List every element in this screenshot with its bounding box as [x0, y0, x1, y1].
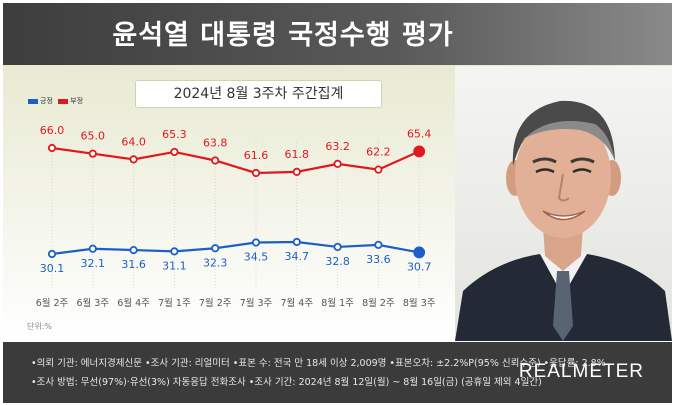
data-label: 61.8 — [285, 148, 310, 161]
chart-subtitle: 2024년 8월 3주차 주간집계 — [135, 80, 382, 108]
data-point — [292, 167, 301, 176]
page-title: 윤석열 대통령 국정수행 평가 — [112, 20, 454, 51]
data-point — [251, 238, 261, 247]
data-point — [211, 244, 220, 253]
data-label: 61.6 — [244, 149, 269, 162]
data-label: 31.6 — [121, 258, 146, 271]
legend-item-positive: 긍정 — [28, 96, 53, 106]
data-label: 66.0 — [40, 124, 65, 137]
data-point — [374, 165, 383, 174]
footer-bar: •의뢰 기관: 에너지경제신문 •조사 기관: 리얼미터 •표본 수: 전국 만… — [3, 342, 672, 403]
legend-item-negative: 부정 — [58, 96, 83, 106]
legend-swatch-positive — [28, 98, 38, 104]
data-point — [129, 155, 138, 164]
president-portrait — [455, 66, 672, 341]
legend-label-negative: 부정 — [70, 97, 84, 105]
data-label: 65.0 — [81, 130, 106, 143]
unit-label: 단위:% — [27, 322, 53, 331]
category-label: 7월 2주 — [199, 297, 232, 309]
data-label: 32.3 — [203, 256, 228, 269]
chart-legend: 긍정 부정 — [28, 96, 86, 106]
data-point — [170, 247, 179, 256]
series-line-positive — [51, 240, 420, 256]
data-point — [374, 240, 383, 249]
category-label: 7월 3주 — [240, 297, 273, 309]
data-label: 30.1 — [40, 262, 65, 275]
data-label: 34.5 — [244, 251, 269, 264]
series-line-negative — [51, 146, 420, 175]
data-label: 63.2 — [325, 140, 350, 153]
category-label: 8월 3주 — [403, 297, 436, 309]
legend-label-positive: 긍정 — [40, 97, 53, 105]
data-label: 32.1 — [81, 257, 106, 270]
data-label: 65.3 — [162, 128, 187, 141]
data-point — [333, 242, 342, 252]
data-label: 30.7 — [407, 260, 432, 273]
data-label: 34.7 — [285, 250, 310, 263]
data-label: 65.4 — [407, 127, 432, 140]
data-point — [47, 249, 57, 259]
data-label: 64.0 — [121, 135, 146, 148]
data-label: 63.8 — [203, 137, 228, 150]
category-label: 7월 4주 — [281, 297, 314, 309]
category-label: 6월 2주 — [36, 297, 69, 309]
data-point — [292, 237, 301, 247]
data-point — [413, 246, 426, 259]
data-point — [211, 156, 220, 165]
data-point — [88, 244, 97, 253]
realmeter-logo: REALMETER — [518, 361, 644, 382]
legend-swatch-negative — [58, 98, 69, 104]
category-label: 6월 4주 — [117, 297, 150, 309]
data-point — [170, 147, 179, 157]
data-label: 32.8 — [325, 255, 350, 268]
data-point — [129, 245, 138, 255]
category-label: 6월 3주 — [77, 297, 110, 309]
data-label: 31.1 — [162, 259, 187, 272]
data-label: 33.6 — [366, 253, 391, 266]
survey-note-2: •조사 방법: 무선(97%)·유선(3%) 자동응답 전화조사 •조사 기간:… — [31, 377, 542, 388]
category-label: 8월 1주 — [321, 297, 354, 309]
data-point — [413, 145, 426, 158]
data-point — [333, 159, 342, 169]
data-point — [47, 143, 57, 153]
data-label: 62.2 — [366, 146, 391, 159]
category-label: 8월 2주 — [362, 297, 395, 309]
survey-note-1: •의뢰 기관: 에너지경제신문 •조사 기관: 리얼미터 •표본 수: 전국 만… — [31, 358, 606, 369]
data-point — [88, 149, 97, 158]
category-label: 7월 1주 — [158, 297, 191, 309]
data-point — [251, 168, 261, 178]
header-bar: 윤석열 대통령 국정수행 평가 — [3, 3, 672, 65]
